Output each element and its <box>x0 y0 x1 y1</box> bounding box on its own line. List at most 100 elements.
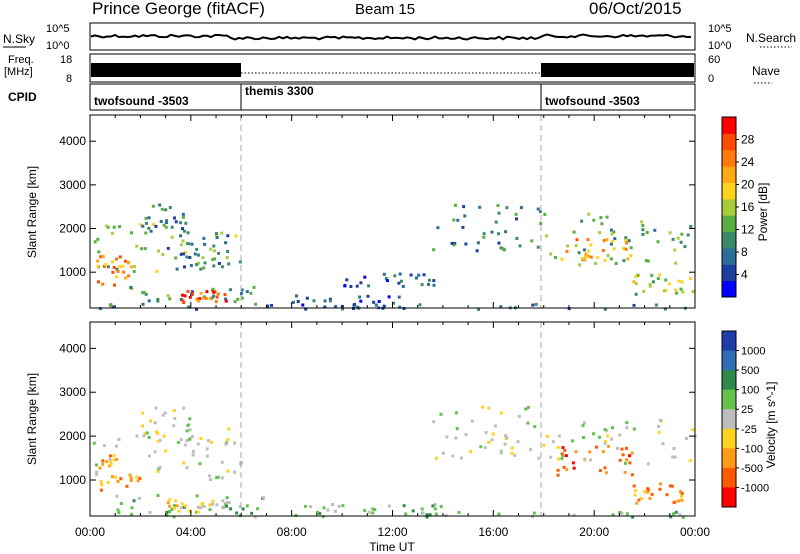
data-cell <box>659 482 662 486</box>
data-cell <box>155 269 159 273</box>
data-cell <box>563 448 567 452</box>
data-cell <box>226 234 230 238</box>
data-cell <box>162 434 166 438</box>
data-cell <box>602 239 606 243</box>
data-cell <box>556 445 560 449</box>
data-cell <box>668 484 672 488</box>
data-cell <box>250 511 254 515</box>
data-cell <box>101 459 105 463</box>
data-cell <box>109 462 113 466</box>
data-cell <box>154 406 158 410</box>
data-cell <box>343 284 347 288</box>
data-cell <box>341 504 345 508</box>
data-cell <box>220 476 224 480</box>
data-cell <box>119 502 123 505</box>
data-cell <box>625 458 629 462</box>
data-cell <box>632 303 636 307</box>
data-cell <box>505 206 509 210</box>
data-cell <box>499 451 503 455</box>
data-cell <box>173 216 176 220</box>
data-cell <box>185 439 189 443</box>
data-cell <box>431 504 435 508</box>
data-cell <box>398 305 402 309</box>
data-cell <box>657 424 661 428</box>
data-cell <box>629 246 633 250</box>
data-cell <box>185 255 189 259</box>
data-cell <box>501 247 505 251</box>
colorbar-tick-label: 1000 <box>741 346 765 358</box>
colorbar-tick-label: -500 <box>741 463 763 475</box>
data-cell <box>367 284 371 288</box>
data-cell <box>174 220 178 224</box>
data-cell <box>240 288 244 292</box>
data-cell <box>301 303 305 307</box>
y-tick-label: 3000 <box>59 385 86 399</box>
data-cell <box>417 273 421 277</box>
data-cell <box>170 235 174 239</box>
data-cell <box>676 236 680 240</box>
data-cell <box>98 307 102 311</box>
data-cell <box>618 458 622 462</box>
data-cell <box>143 432 147 436</box>
data-cell <box>177 509 181 513</box>
data-cell <box>560 452 564 456</box>
data-cell <box>115 267 119 271</box>
data-cell <box>161 253 165 256</box>
colorbar-tick-label: 500 <box>741 365 759 377</box>
data-cell <box>680 494 683 498</box>
data-cell <box>612 247 616 251</box>
data-cell <box>118 255 122 259</box>
data-cell <box>504 230 508 234</box>
colorbar-swatch <box>722 350 736 371</box>
data-cell <box>567 307 571 311</box>
colorbar-tick-label: 4 <box>741 268 748 282</box>
data-cell <box>226 438 230 442</box>
data-cell <box>587 212 591 216</box>
data-cell <box>99 480 103 483</box>
data-cell <box>490 230 494 234</box>
data-cell <box>674 510 678 514</box>
data-cell <box>578 263 582 267</box>
data-cell <box>122 270 126 274</box>
data-cell <box>170 508 174 511</box>
data-cell <box>601 249 605 252</box>
data-cell <box>323 299 327 303</box>
data-cell <box>460 456 463 460</box>
data-cell <box>640 220 644 224</box>
data-cell <box>164 449 168 453</box>
data-cell <box>499 449 503 453</box>
data-cell <box>432 420 436 424</box>
data-cell <box>135 475 139 479</box>
data-cell <box>215 476 219 480</box>
data-cell <box>409 273 413 277</box>
data-cell <box>645 231 649 234</box>
data-cell <box>115 494 119 498</box>
data-cell <box>188 437 191 441</box>
data-cell <box>581 257 585 260</box>
data-cell <box>658 487 662 491</box>
data-cell <box>681 290 685 294</box>
data-cell <box>239 292 243 296</box>
data-cell <box>312 299 316 303</box>
data-cell <box>190 242 194 246</box>
data-cell <box>191 435 194 439</box>
data-cell <box>441 451 445 455</box>
data-cell <box>226 250 230 253</box>
data-cell <box>510 451 514 455</box>
data-cell <box>181 215 185 219</box>
data-cell <box>561 454 565 458</box>
data-cell <box>457 511 461 514</box>
data-cell <box>661 442 665 446</box>
data-cell <box>155 430 159 434</box>
data-cell <box>202 505 206 509</box>
data-cell <box>581 424 585 428</box>
colorbar-tick-label: 24 <box>741 155 755 169</box>
data-cell <box>675 291 679 295</box>
data-cell <box>418 303 422 307</box>
data-cell <box>475 249 479 253</box>
data-cell <box>587 249 591 253</box>
data-cell <box>549 455 553 459</box>
data-cell <box>141 291 145 295</box>
data-cell <box>353 303 356 306</box>
